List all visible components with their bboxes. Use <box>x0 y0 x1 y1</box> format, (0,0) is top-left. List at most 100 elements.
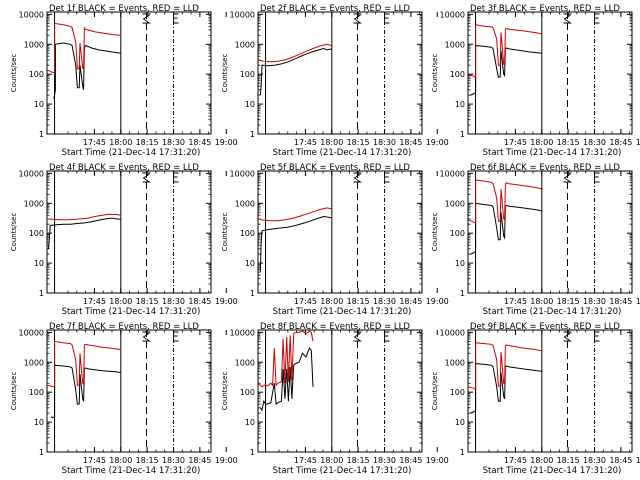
x-tick-label: 19:00 <box>215 138 238 147</box>
y-tick-label: 100 <box>450 229 465 238</box>
chart-title: Det 3f BLACK = Events, RED = LLD <box>470 4 620 14</box>
x-tick-label: 18:30 <box>583 456 606 465</box>
y-axis-label: Counts/sec <box>10 372 18 411</box>
x-tick-label: 18:00 <box>320 456 343 465</box>
x-tick-label: 18:30 <box>373 297 396 306</box>
x-tick-label: 18:45 <box>399 138 422 147</box>
series-events-line <box>47 217 121 249</box>
series-lld-line <box>47 22 121 74</box>
x-tick-label: 18:45 <box>399 456 422 465</box>
chart-title: Det 1f BLACK = Events, RED = LLD <box>49 4 199 14</box>
x-axis-label: Start Time (21-Dec-14 17:31:20) <box>483 307 622 317</box>
y-tick-label: 10 <box>34 100 44 109</box>
x-tick-label: 18:00 <box>530 138 553 147</box>
y-axis-label: Counts/sec <box>10 213 18 252</box>
x-tick-label: 18:15 <box>136 297 159 306</box>
y-tick-label: 1 <box>39 130 44 139</box>
x-tick-label: 18:00 <box>109 297 132 306</box>
chart-panel-8: Det 8f BLACK = Events, RED = LLD 1 10 100 10… <box>221 322 449 476</box>
chart-title: Det 8f BLACK = Events, RED = LLD <box>260 322 410 332</box>
y-tick-label: 1000 <box>445 358 465 367</box>
series-events-line <box>470 202 542 255</box>
end-marker-glyph <box>173 331 179 342</box>
x-tick-label: 18:30 <box>583 297 606 306</box>
plot-frame <box>467 11 633 135</box>
plot-frame <box>467 329 633 453</box>
series-lld-line <box>47 213 121 221</box>
y-tick-label: 10000 <box>230 10 255 19</box>
chart-panel-9: Det 9f BLACK = Events, RED = LLD 1 10 100 10… <box>431 322 640 476</box>
x-tick-label: 19:00 <box>426 456 449 465</box>
x-tick-label: 19:00 <box>215 297 238 306</box>
x-tick-label: 18:45 <box>399 297 422 306</box>
start-marker-glyph <box>563 331 572 342</box>
y-axis-label: Counts/sec <box>221 213 229 252</box>
x-tick-label: 18:45 <box>609 138 632 147</box>
y-tick-label: 1000 <box>235 358 255 367</box>
start-marker-glyph <box>563 172 572 183</box>
x-tick-label: 18:00 <box>320 297 343 306</box>
series-lld-line <box>47 340 121 388</box>
plot-frame <box>257 170 423 294</box>
series-lld-line <box>258 43 332 63</box>
y-tick-label: 1 <box>39 448 44 457</box>
start-marker-glyph <box>142 172 151 183</box>
x-tick-label: 19:00 <box>636 297 640 306</box>
chart-title: Det 6f BLACK = Events, RED = LLD <box>470 163 620 173</box>
y-tick-label: 10000 <box>440 10 465 19</box>
chart-title: Det 7f BLACK = Events, RED = LLD <box>49 322 199 332</box>
y-tick-label: 10 <box>455 100 465 109</box>
x-tick-label: 19:00 <box>426 297 449 306</box>
x-axis-label: Start Time (21-Dec-14 17:31:20) <box>62 466 201 476</box>
y-tick-label: 1000 <box>445 40 465 49</box>
chart-panel-4: Det 4f BLACK = Events, RED = LLD 1 10 100 10… <box>10 163 238 317</box>
x-axis-label: Start Time (21-Dec-14 17:31:20) <box>483 466 622 476</box>
y-tick-label: 10 <box>245 259 255 268</box>
x-tick-label: 18:15 <box>557 297 580 306</box>
x-tick-label: 18:00 <box>109 456 132 465</box>
x-tick-label: 17:45 <box>83 456 106 465</box>
chart-panel-6: Det 6f BLACK = Events, RED = LLD 1 10 100 10… <box>431 163 640 317</box>
series-events-line <box>259 346 314 412</box>
series-lld-line <box>468 179 542 224</box>
y-axis-label: Counts/sec <box>431 213 439 252</box>
y-tick-label: 10 <box>245 418 255 427</box>
chart-panel-5: Det 5f BLACK = Events, RED = LLD 1 10 100 10… <box>221 163 449 317</box>
x-tick-label: 18:15 <box>347 456 370 465</box>
plot-frame <box>46 11 212 135</box>
start-marker-glyph <box>142 331 151 342</box>
x-tick-label: 18:00 <box>109 138 132 147</box>
y-tick-label: 1 <box>250 289 255 298</box>
y-tick-label: 1000 <box>235 40 255 49</box>
y-tick-label: 1 <box>460 289 465 298</box>
x-tick-label: 19:00 <box>636 138 640 147</box>
chart-panel-3: Det 3f BLACK = Events, RED = LLD 1 10 100 10… <box>431 4 640 158</box>
chart-title: Det 9f BLACK = Events, RED = LLD <box>470 322 620 332</box>
x-axis-label: Start Time (21-Dec-14 17:31:20) <box>273 307 412 317</box>
x-axis-label: Start Time (21-Dec-14 17:31:20) <box>62 148 201 158</box>
y-tick-label: 1 <box>460 448 465 457</box>
y-tick-label: 1000 <box>24 199 44 208</box>
y-tick-label: 1 <box>39 289 44 298</box>
y-axis-label: Counts/sec <box>221 54 229 93</box>
x-axis-label: Start Time (21-Dec-14 17:31:20) <box>62 307 201 317</box>
series-events-line <box>50 364 121 419</box>
chart-panel-7: Det 7f BLACK = Events, RED = LLD 1 10 100 10… <box>10 322 238 476</box>
y-tick-label: 10000 <box>440 169 465 178</box>
y-tick-label: 10000 <box>19 328 44 337</box>
series-lld-line <box>258 207 332 222</box>
x-tick-label: 18:45 <box>188 138 211 147</box>
x-tick-label: 17:45 <box>504 138 527 147</box>
y-tick-label: 1000 <box>24 358 44 367</box>
x-tick-label: 17:45 <box>83 138 106 147</box>
y-tick-label: 100 <box>29 70 44 79</box>
y-tick-label: 100 <box>240 388 255 397</box>
x-tick-label: 18:15 <box>347 138 370 147</box>
plot-frame <box>46 170 212 294</box>
y-tick-label: 1 <box>250 448 255 457</box>
x-tick-label: 17:45 <box>294 456 317 465</box>
series-events-line <box>470 45 542 96</box>
y-tick-label: 10 <box>34 259 44 268</box>
y-tick-label: 10 <box>34 418 44 427</box>
series-lld-line <box>468 342 542 390</box>
